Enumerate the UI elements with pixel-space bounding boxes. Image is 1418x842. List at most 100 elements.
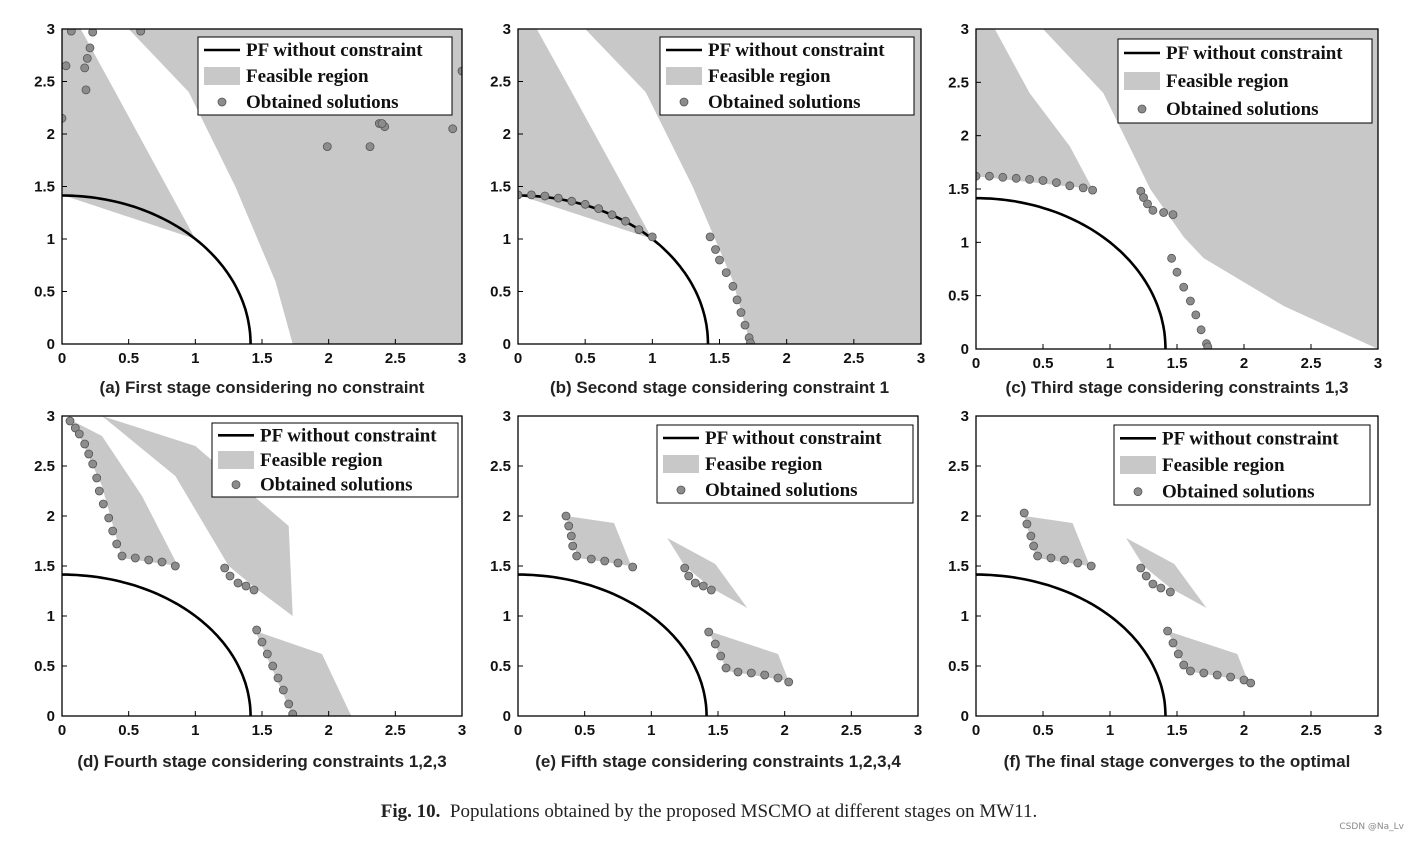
solution-point (773, 673, 783, 683)
credit-watermark: CSDN @Na_Lv (1339, 822, 1404, 832)
legend-feasible-swatch (218, 451, 254, 469)
legend-solution-swatch (679, 97, 689, 107)
plot-inner (518, 511, 794, 716)
y-tick-label: 0.5 (34, 658, 55, 675)
solution-point (92, 473, 102, 483)
x-tick-label: 1.5 (252, 722, 273, 739)
solution-point (70, 423, 80, 433)
y-tick-label: 0 (47, 708, 55, 725)
y-tick-label: 2 (47, 126, 55, 143)
solution-point (721, 268, 731, 278)
solution-point (284, 699, 294, 709)
feasible-region (1126, 538, 1207, 608)
x-tick-label: 2.5 (385, 350, 406, 367)
y-tick-label: 3 (961, 408, 969, 425)
solution-point (74, 429, 84, 439)
legend-feasible-swatch (666, 67, 702, 85)
solution-point (732, 295, 742, 305)
solution-point (1191, 310, 1201, 320)
y-tick-label: 1 (961, 234, 969, 251)
chart-panel-b: 0 0.5 1 1.5 2 2.5 3 0 0.5 1 1.5 2 2.5 3 PF without con… (490, 21, 925, 397)
x-tick-label: 2 (780, 722, 788, 739)
legend-solution-swatch (231, 480, 241, 490)
feasible-region (255, 631, 352, 716)
solution-point (1011, 173, 1021, 183)
solution-point (985, 171, 994, 181)
solution-point (976, 171, 981, 181)
solution-point (1167, 253, 1176, 263)
solution-point (262, 649, 272, 659)
solution-point (784, 677, 794, 687)
solution-point (252, 625, 262, 635)
solution-point (1212, 670, 1222, 680)
solution-point (1060, 555, 1069, 565)
x-tick-label: 2.5 (1301, 722, 1322, 739)
solution-point (1159, 208, 1168, 217)
y-tick-label: 0.5 (948, 658, 969, 675)
solution-point (233, 578, 243, 588)
x-tick-label: 3 (917, 350, 925, 367)
legend-label: Obtained solutions (246, 92, 399, 113)
legend-solution-swatch (1137, 104, 1147, 114)
x-tick-label: 2.5 (841, 722, 862, 739)
solution-point (1179, 660, 1189, 670)
solution-point (746, 338, 755, 344)
solution-point (1136, 563, 1146, 573)
y-tick-label: 1 (961, 608, 969, 625)
y-tick-label: 1.5 (490, 179, 511, 196)
solution-point (322, 142, 332, 152)
solution-point (1179, 282, 1189, 292)
x-tick-label: 1 (647, 722, 655, 739)
y-tick-label: 1 (503, 608, 511, 625)
y-tick-label: 1.5 (948, 558, 969, 575)
y-tick-label: 2 (47, 508, 55, 525)
x-tick-label: 3 (1374, 355, 1382, 372)
x-tick-label: 0 (58, 350, 66, 367)
solution-point (157, 557, 167, 567)
solution-point (998, 172, 1008, 182)
solution-point (88, 459, 98, 469)
chart-panel-f: 0 0.5 1 1.5 2 2.5 3 0 0.5 1 1.5 2 2.5 3 PF without con… (948, 408, 1382, 771)
subplot-caption: (b) Second stage considering constraint … (550, 378, 889, 397)
solution-point (1172, 267, 1182, 277)
solution-point (613, 558, 623, 568)
x-tick-label: 1 (191, 722, 199, 739)
y-tick-label: 0 (503, 708, 511, 725)
chart-panel-d: 0 0.5 1 1.5 2 2.5 3 0 0.5 1 1.5 2 2.5 3 PF without con… (34, 408, 466, 771)
pf-curve (62, 573, 252, 716)
subplot-caption: (d) Fourth stage considering constraints… (77, 752, 446, 771)
feasible-region (102, 416, 293, 616)
legend-label: Obtained solutions (705, 480, 858, 501)
solution-point (706, 585, 716, 595)
solution-point (634, 225, 644, 235)
y-tick-label: 2.5 (948, 74, 969, 91)
solution-point (621, 216, 630, 226)
y-tick-label: 2.5 (34, 458, 55, 475)
y-tick-label: 1 (503, 231, 511, 248)
solution-point (733, 667, 743, 677)
solution-point (760, 670, 770, 680)
solution-point (1156, 583, 1166, 593)
solution-point (1168, 638, 1178, 648)
solution-point (1026, 531, 1036, 541)
x-tick-label: 2 (1240, 722, 1248, 739)
solution-point (580, 199, 590, 209)
solution-point (1141, 571, 1151, 581)
legend-label: Obtained solutions (260, 475, 413, 496)
solution-point (94, 486, 104, 496)
x-tick-label: 1.5 (708, 722, 729, 739)
solution-point (1148, 579, 1158, 589)
pf-curve (976, 573, 1167, 716)
solution-point (80, 63, 90, 73)
solution-point (220, 563, 230, 573)
x-tick-label: 1.5 (1167, 722, 1188, 739)
solution-point (1226, 672, 1235, 682)
y-tick-label: 0.5 (34, 284, 55, 301)
y-tick-label: 0 (961, 708, 969, 725)
legend-solution-swatch (217, 97, 227, 107)
x-tick-label: 3 (1374, 722, 1382, 739)
solution-point (80, 439, 90, 449)
subplot-caption: (f) The final stage converges to the opt… (1004, 752, 1351, 771)
solution-point (607, 210, 617, 220)
